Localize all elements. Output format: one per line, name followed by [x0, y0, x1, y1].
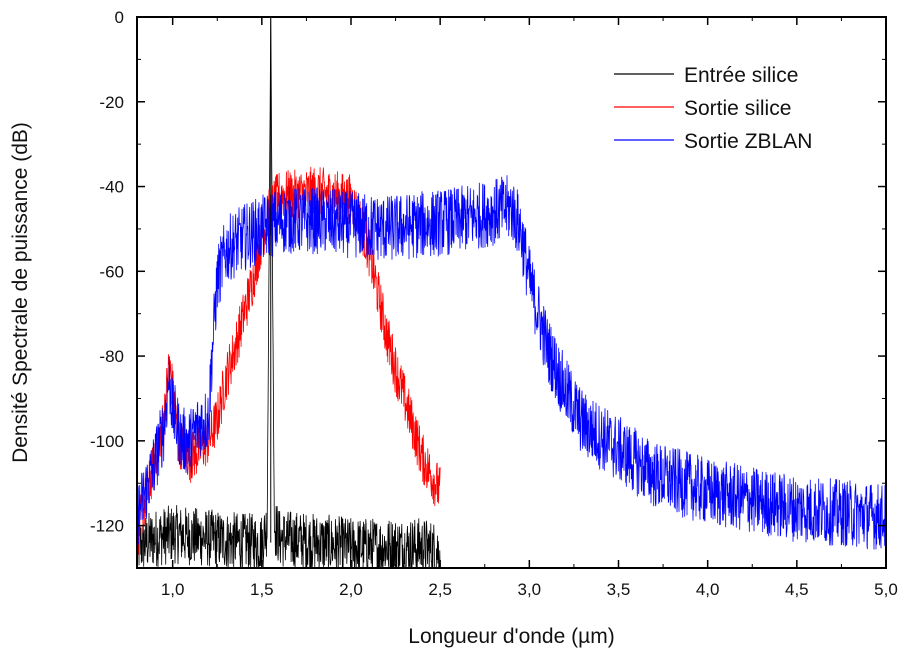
x-tick-label: 3,0: [518, 580, 542, 599]
x-axis-title: Longueur d'onde (µm): [408, 625, 614, 648]
y-tick-label: -20: [99, 93, 124, 112]
series-line-1: [137, 18, 441, 568]
y-tick-label: -100: [90, 432, 124, 451]
series-line-3: [137, 175, 886, 550]
legend-label: Sortie ZBLAN: [684, 130, 812, 153]
y-tick-label: -60: [99, 262, 124, 281]
plot-frame: [136, 16, 887, 569]
x-tick-label: 1,0: [161, 580, 185, 599]
legend-label: Entrée silice: [684, 64, 798, 87]
x-tick-label: 1,5: [250, 580, 274, 599]
x-tick-label: 4,0: [696, 580, 720, 599]
x-tick-label: 5,0: [874, 580, 898, 599]
x-tick-label: 3,5: [607, 580, 631, 599]
x-tick-label: 4,5: [785, 580, 809, 599]
y-tick-label: 0: [115, 8, 124, 27]
legend-label: Sortie silice: [684, 97, 791, 120]
legend: Entrée silice Sortie silice Sortie ZBLAN: [614, 64, 812, 153]
y-tick-label: -120: [90, 517, 124, 536]
ticks-layer: 1,0 1,5 2,0 2,5 3,0 3,5 4,0 4,5 5,0 0 -20 -40 -60 -80…: [90, 8, 898, 599]
y-tick-label: -80: [99, 347, 124, 366]
x-tick-label: 2,0: [339, 580, 363, 599]
series-layer: [137, 17, 886, 568]
y-axis-title: Densité Spectrale de puissance (dB): [9, 122, 32, 463]
y-tick-label: -40: [99, 178, 124, 197]
x-tick-label: 2,5: [428, 580, 452, 599]
